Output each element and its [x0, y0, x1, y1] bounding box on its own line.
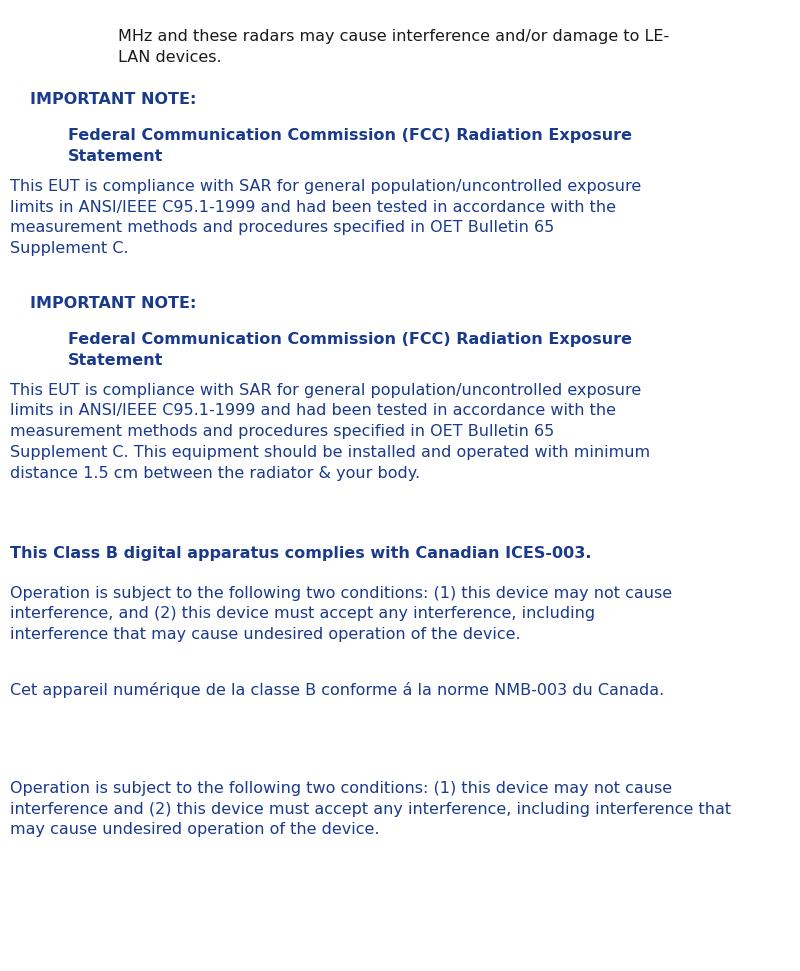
Text: measurement methods and procedures specified in OET Bulletin 65: measurement methods and procedures speci…	[10, 220, 554, 235]
Text: Cet appareil numérique de la classe B conforme á la norme NMB-003 du Canada.: Cet appareil numérique de la classe B co…	[10, 682, 664, 697]
Text: Supplement C. This equipment should be installed and operated with minimum: Supplement C. This equipment should be i…	[10, 445, 650, 460]
Text: This EUT is compliance with SAR for general population/uncontrolled exposure: This EUT is compliance with SAR for gene…	[10, 179, 641, 193]
Text: Statement: Statement	[68, 149, 163, 164]
Text: Federal Communication Commission (FCC) Radiation Exposure: Federal Communication Commission (FCC) R…	[68, 128, 632, 143]
Text: interference, and (2) this device must accept any interference, including: interference, and (2) this device must a…	[10, 606, 594, 621]
Text: Federal Communication Commission (FCC) Radiation Exposure: Federal Communication Commission (FCC) R…	[68, 332, 632, 347]
Text: IMPORTANT NOTE:: IMPORTANT NOTE:	[30, 92, 197, 107]
Text: This Class B digital apparatus complies with Canadian ICES-003.: This Class B digital apparatus complies …	[10, 546, 591, 560]
Text: This EUT is compliance with SAR for general population/uncontrolled exposure: This EUT is compliance with SAR for gene…	[10, 383, 641, 397]
Text: interference and (2) this device must accept any interference, including interfe: interference and (2) this device must ac…	[10, 801, 730, 817]
Text: distance 1.5 cm between the radiator & your body.: distance 1.5 cm between the radiator & y…	[10, 466, 420, 481]
Text: interference that may cause undesired operation of the device.: interference that may cause undesired op…	[10, 627, 520, 642]
Text: may cause undesired operation of the device.: may cause undesired operation of the dev…	[10, 822, 379, 837]
Text: Operation is subject to the following two conditions: (1) this device may not ca: Operation is subject to the following tw…	[10, 781, 672, 795]
Text: Operation is subject to the following two conditions: (1) this device may not ca: Operation is subject to the following tw…	[10, 586, 672, 600]
Text: LAN devices.: LAN devices.	[118, 50, 222, 65]
Text: limits in ANSI/IEEE C95.1-1999 and had been tested in accordance with the: limits in ANSI/IEEE C95.1-1999 and had b…	[10, 404, 616, 419]
Text: MHz and these radars may cause interference and/or damage to LE-: MHz and these radars may cause interfere…	[118, 29, 670, 44]
Text: limits in ANSI/IEEE C95.1-1999 and had been tested in accordance with the: limits in ANSI/IEEE C95.1-1999 and had b…	[10, 200, 616, 215]
Text: Supplement C.: Supplement C.	[10, 242, 128, 256]
Text: Statement: Statement	[68, 352, 163, 368]
Text: measurement methods and procedures specified in OET Bulletin 65: measurement methods and procedures speci…	[10, 424, 554, 439]
Text: IMPORTANT NOTE:: IMPORTANT NOTE:	[30, 296, 197, 311]
